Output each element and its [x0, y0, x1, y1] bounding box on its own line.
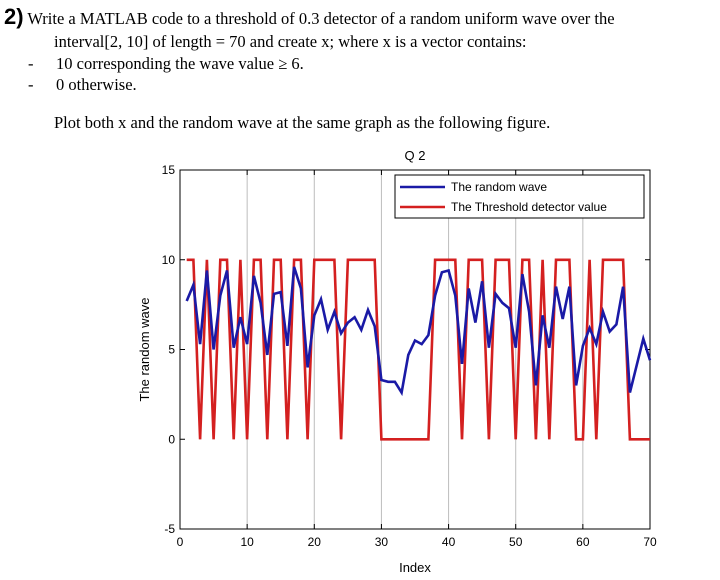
x-tick-label: 30 [375, 535, 389, 549]
x-tick-label: 20 [308, 535, 322, 549]
plot-instruction: Plot both x and the random wave at the s… [54, 113, 551, 132]
bullet-text: 10 corresponding the wave value ≥ 6. [56, 54, 304, 73]
x-tick-label: 60 [576, 535, 590, 549]
x-tick-label: 0 [177, 535, 184, 549]
bullet-text: 0 otherwise. [56, 75, 137, 94]
y-tick-label: 15 [162, 163, 176, 177]
x-axis-label: Index [399, 560, 431, 575]
y-tick-label: -5 [164, 522, 175, 536]
bullet-marker: - [28, 54, 34, 73]
y-tick-label: 5 [168, 343, 175, 357]
y-tick-label: 0 [168, 432, 175, 446]
chart-title: Q 2 [405, 148, 426, 163]
x-tick-label: 40 [442, 535, 456, 549]
x-tick-label: 50 [509, 535, 523, 549]
question-line-1: Write a MATLAB code to a threshold of 0.… [27, 9, 615, 28]
legend-label: The Threshold detector value [451, 200, 607, 214]
x-tick-label: 70 [643, 535, 657, 549]
legend-box [394, 174, 645, 219]
y-axis-label: The random wave [137, 297, 152, 401]
bullet-marker: - [28, 75, 34, 94]
random-wave-line [185, 266, 652, 397]
x-tick-label: 10 [240, 535, 254, 549]
question-number: 2) [4, 4, 24, 29]
legend-label: The random wave [451, 180, 547, 194]
question-first-line: 2) Write a MATLAB code to a threshold of… [4, 6, 615, 29]
question-line-2: interval[2, 10] of length = 70 and creat… [54, 32, 527, 51]
y-tick-label: 10 [162, 253, 176, 267]
